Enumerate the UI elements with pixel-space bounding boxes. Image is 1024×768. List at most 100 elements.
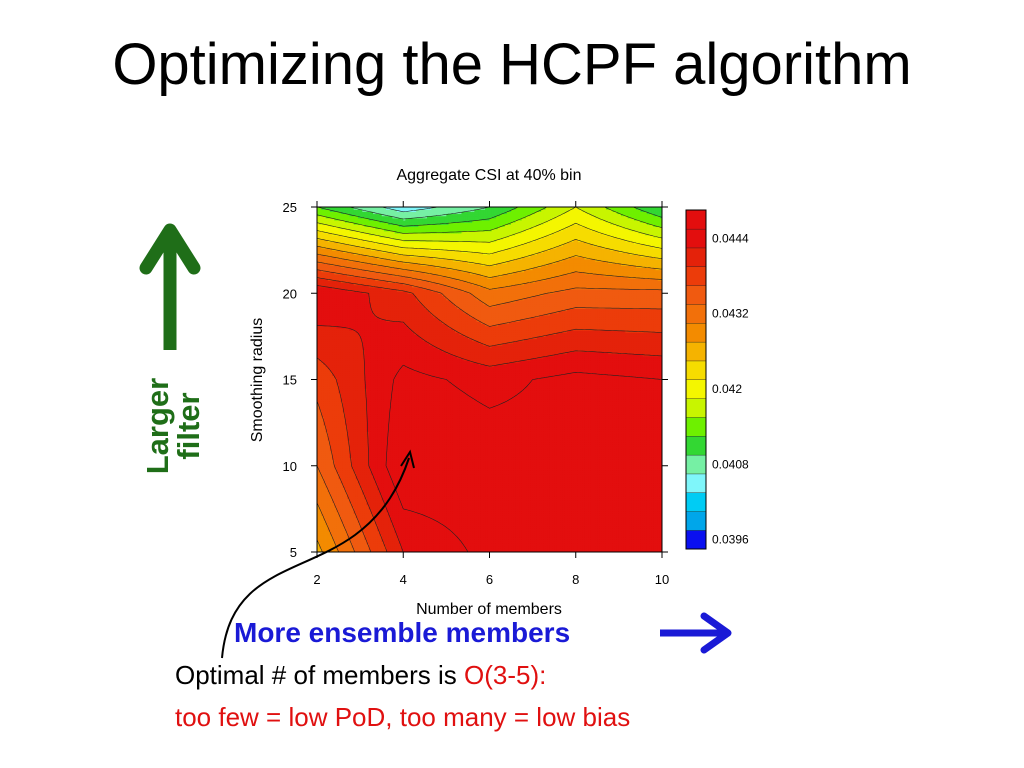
contour-cell: [338, 245, 342, 249]
contour-cell: [329, 543, 333, 547]
contour-cell: [353, 420, 357, 424]
contour-cell: [338, 465, 342, 469]
contour-cell: [319, 521, 322, 525]
contour-cell: [332, 396, 335, 400]
contour-cell: [332, 340, 335, 344]
contour-cell: [327, 495, 331, 499]
contour-cell: [317, 211, 320, 215]
contour-cell: [353, 446, 357, 450]
contour-cell: [355, 357, 359, 361]
contour-cell: [340, 457, 344, 460]
contour-cell: [321, 437, 325, 441]
contour-cell: [327, 446, 331, 450]
contour-cell: [342, 263, 346, 266]
contour-cell: [338, 383, 342, 387]
contour-cell: [321, 446, 325, 450]
contour-cell: [334, 245, 338, 249]
contour-cell: [355, 513, 359, 516]
contour-cell: [342, 276, 346, 279]
contour-cell: [353, 383, 357, 387]
contour-cell: [345, 282, 348, 286]
contour-cell: [347, 319, 350, 322]
contour-cell: [325, 388, 329, 391]
contour-cell: [351, 286, 355, 290]
contour-cell: [319, 429, 322, 432]
contour-cell: [355, 258, 359, 262]
contour-cell: [332, 347, 335, 350]
contour-cell: [336, 340, 340, 344]
contour-cell: [342, 504, 346, 508]
contour-cell: [329, 297, 333, 301]
contour-cell: [345, 450, 348, 454]
contour-cell: [323, 435, 327, 439]
contour-cell: [321, 271, 325, 275]
contour-cell: [317, 508, 320, 512]
contour-cell: [317, 284, 320, 288]
contour-cell: [345, 224, 348, 228]
contour-cell: [327, 319, 331, 322]
contour-cell: [321, 536, 325, 540]
contour-cell: [349, 414, 353, 417]
contour-cell: [332, 226, 335, 230]
contour-cell: [355, 232, 359, 236]
contour-cell: [334, 207, 338, 210]
contour-cell: [332, 332, 335, 335]
contour-cell: [355, 308, 359, 312]
contour-cell: [329, 411, 333, 415]
contour-cell: [321, 411, 325, 415]
contour-cell: [345, 316, 348, 320]
contour-cell: [351, 293, 355, 297]
contour-cell: [334, 319, 338, 322]
contour-cell: [323, 474, 327, 478]
contour-cell: [329, 405, 333, 409]
contour-cell: [355, 345, 359, 348]
contour-cell: [340, 267, 344, 271]
contour-cell: [332, 493, 335, 497]
contour-cell: [349, 446, 353, 450]
contour-cell: [317, 232, 320, 236]
contour-cell: [332, 362, 335, 366]
contour-cell: [345, 452, 348, 456]
contour-cell: [325, 407, 329, 411]
contour-cell: [338, 390, 342, 394]
contour-cell: [342, 299, 346, 303]
contour-cell: [357, 543, 361, 547]
contour-cell: [349, 368, 353, 372]
contour-cell: [357, 491, 361, 495]
contour-cell: [325, 301, 329, 305]
contour-cell: [319, 442, 322, 445]
contour-cell: [345, 457, 348, 460]
contour-cell: [323, 526, 327, 529]
contour-cell: [321, 409, 325, 413]
contour-cell: [345, 549, 348, 552]
contour-cell: [336, 467, 340, 471]
contour-cell: [349, 442, 353, 445]
contour-cell: [349, 515, 353, 519]
contour-cell: [342, 232, 346, 236]
contour-cell: [334, 454, 338, 458]
contour-cell: [336, 370, 340, 374]
contour-cell: [355, 534, 359, 538]
contour-cell: [334, 532, 338, 536]
contour-cell: [334, 258, 338, 262]
contour-cell: [345, 411, 348, 415]
contour-cell: [349, 396, 353, 400]
contour-cell: [347, 280, 350, 284]
contour-cell: [334, 448, 338, 452]
contour-cell: [336, 235, 340, 238]
contour-cell: [334, 370, 338, 374]
contour-cell: [349, 426, 353, 430]
contour-cell: [317, 539, 320, 542]
contour-cell: [351, 282, 355, 286]
contour-cell: [317, 362, 320, 366]
contour-cell: [347, 226, 350, 230]
contour-cell: [347, 269, 350, 273]
contour-cell: [351, 310, 355, 314]
contour-cell: [327, 493, 331, 497]
contour-cell: [340, 513, 344, 516]
contour-cell: [351, 517, 355, 521]
contour-cell: [342, 280, 346, 284]
contour-cell: [336, 351, 340, 355]
contour-cell: [347, 276, 350, 279]
contour-cell: [351, 357, 355, 361]
